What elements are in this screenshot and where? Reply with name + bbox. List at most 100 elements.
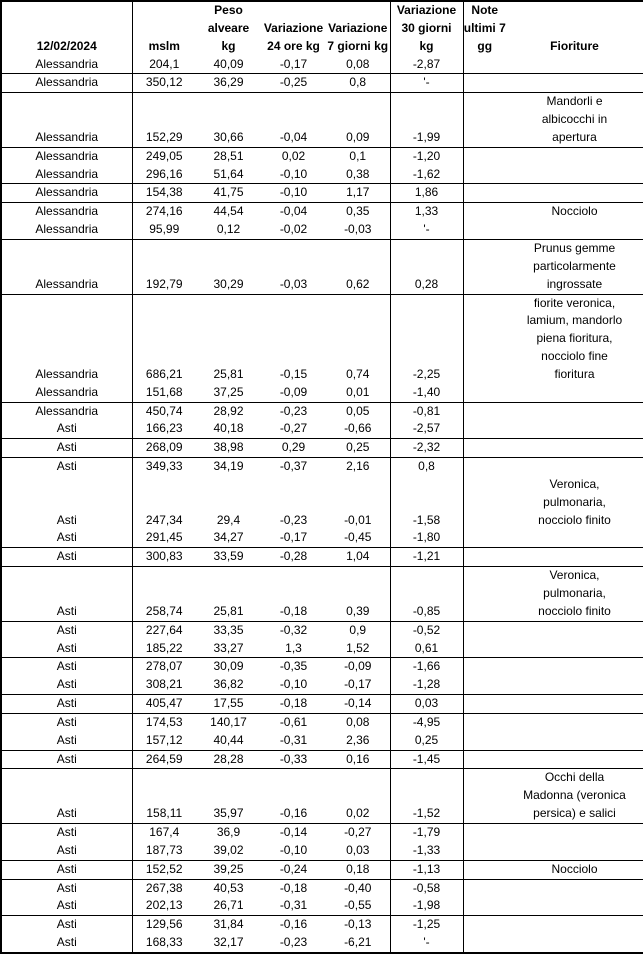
cell-variazione-30-giorni: 1,86 (390, 183, 464, 204)
table-row: Asti 187,73 39,02 -0,10 0,03 -1,33 (1, 841, 643, 861)
cell-location: Asti (1, 694, 133, 714)
table-row: Asti 168,33 32,17 -0,23 -6,21 '- (1, 934, 643, 953)
cell-note-ultimi-7-gg (463, 183, 506, 204)
table-row: Alessandria 296,16 51,64 -0,10 0,38 -1,62 (1, 165, 643, 185)
cell-location: Alessandria (1, 294, 133, 384)
cell-variazione-30-giorni: -0,81 (390, 402, 464, 421)
cell-variazione-7-giorni: -6,21 (326, 934, 391, 953)
cell-peso-alveare: 28,92 (213, 403, 244, 418)
cell-note-ultimi-7-gg (463, 547, 506, 568)
cell-location: Asti (1, 860, 133, 880)
cell-mslm: 350,12 (132, 73, 196, 94)
cell-variazione-7-giorni: 0,18 (326, 860, 391, 880)
cell-peso-alveare: 40,53 (213, 880, 244, 895)
cell-variazione-24-ore: -0,10 (261, 841, 326, 861)
cell-fioriture (506, 383, 643, 403)
cell-mslm: 405,47 (132, 694, 196, 714)
cell-variazione-30-giorni: '- (390, 73, 464, 94)
cell-variazione-30-giorni: -1,52 (390, 768, 464, 824)
cell-variazione-24-ore: -0,15 (279, 366, 308, 381)
cell-variazione-24-ore: -0,04 (261, 92, 326, 148)
cell-mslm: 152,52 (132, 860, 196, 880)
table-row: Alessandria 274,16 44,54 -0,04 0,35 1,33 Nocci… (1, 202, 643, 222)
cell-mslm: 202,13 (132, 897, 196, 917)
cell-variazione-7-giorni: -0,14 (326, 694, 391, 714)
cell-note-ultimi-7-gg (463, 566, 506, 622)
table-body: Alessandria 204,1 40,09 -0,17 0,08 -2,87 Aless… (1, 55, 643, 953)
cell-location: Asti (1, 547, 133, 568)
table-row: Alessandria 686,21 25,81 -0,15 0,74 -2,25 fior… (1, 294, 643, 384)
cell-note-ultimi-7-gg (463, 402, 506, 420)
cell-note-ultimi-7-gg (463, 165, 506, 185)
cell-fioriture (506, 438, 643, 459)
cell-peso-alveare: 40,18 (196, 420, 261, 440)
table-row: Asti 152,52 39,25 -0,24 0,18 -1,13 Nocciolo (1, 860, 643, 880)
cell-note-ultimi-7-gg (463, 621, 506, 639)
cell-location: Alessandria (1, 165, 133, 185)
cell-variazione-7-giorni: 0,08 (326, 55, 391, 75)
cell-note-ultimi-7-gg (463, 203, 506, 221)
table-row: Alessandria 450,74 28,92 -0,23 0,05 -0,81 (1, 402, 643, 421)
cell-variazione-24-ore: -0,17 (261, 529, 326, 549)
cell-variazione-24-ore: -0,16 (261, 768, 326, 824)
cell-variazione-30-giorni: -0,85 (390, 566, 464, 622)
cell-variazione-24-ore: -0,18 (279, 880, 308, 895)
cell-peso-alveare: 28,28 (196, 750, 261, 770)
cell-variazione-24-ore: -0,16 (279, 917, 308, 932)
cell-location: Alessandria (1, 221, 133, 240)
cell-mslm: 167,4 (149, 824, 180, 839)
cell-mslm: 187,73 (132, 841, 196, 861)
table-row: Asti 157,12 40,44 -0,31 2,36 0,25 (1, 731, 643, 751)
cell-peso-alveare: 30,66 (196, 92, 261, 148)
cell-mslm: 95,99 (132, 221, 196, 240)
cell-note-ultimi-7-gg (463, 438, 506, 459)
cell-variazione-30-giorni: 0,8 (390, 457, 464, 476)
cell-location: Alessandria (1, 202, 133, 222)
cell-location: Alessandria (1, 55, 133, 75)
cell-variazione-7-giorni: 0,03 (326, 841, 391, 861)
cell-variazione-24-ore: -0,35 (279, 659, 308, 674)
cell-mslm: 157,12 (132, 731, 196, 751)
cell-note-ultimi-7-gg (463, 897, 506, 917)
cell-note-ultimi-7-gg (463, 934, 506, 953)
cell-note-ultimi-7-gg (463, 55, 506, 75)
cell-fioriture: Nocciolo (506, 860, 643, 880)
cell-note-ultimi-7-gg (463, 879, 506, 897)
cell-variazione-7-giorni: -0,03 (326, 221, 391, 240)
cell-fioriture (506, 841, 643, 861)
header-peso-alveare: Peso alveare kg (207, 3, 250, 53)
cell-peso-alveare: 36,9 (216, 824, 241, 839)
cell-variazione-30-giorni: -1,58 (390, 475, 464, 530)
cell-peso-alveare: 33,35 (213, 622, 244, 637)
cell-variazione-24-ore: -0,32 (279, 622, 308, 637)
cell-variazione-7-giorni: -0,45 (326, 529, 391, 549)
table-row: Asti 227,64 33,35 -0,32 0,9 -0,52 (1, 621, 643, 640)
cell-variazione-7-giorni: -0,01 (326, 475, 391, 530)
cell-peso-alveare: 39,02 (196, 841, 261, 861)
table-row: Asti 308,21 36,82 -0,10 -0,17 -1,28 (1, 676, 643, 696)
cell-peso-alveare: 41,75 (196, 183, 261, 204)
cell-variazione-24-ore: -0,61 (279, 714, 308, 729)
cell-peso-alveare: 140,17 (210, 714, 247, 729)
cell-note-ultimi-7-gg (463, 841, 506, 861)
cell-location: Asti (1, 731, 133, 751)
cell-variazione-7-giorni: 0,9 (326, 621, 391, 640)
cell-variazione-24-ore: -0,23 (279, 512, 308, 527)
table-row: Asti 268,09 38,98 0,29 0,25 -2,32 (1, 438, 643, 459)
cell-peso-alveare: 17,55 (196, 694, 261, 714)
cell-fioriture (506, 750, 643, 770)
cell-location: Alessandria (1, 92, 133, 148)
cell-mslm: 227,64 (145, 622, 183, 637)
cell-fioriture (506, 402, 643, 420)
cell-location: Asti (1, 897, 133, 917)
cell-variazione-7-giorni: 2,36 (326, 731, 391, 751)
cell-location: Alessandria (1, 147, 133, 166)
cell-note-ultimi-7-gg (463, 713, 506, 731)
cell-note-ultimi-7-gg (463, 731, 506, 751)
cell-variazione-30-giorni: 0,25 (390, 731, 464, 751)
header-report-date: 12/02/2024 (1, 1, 133, 56)
cell-fioriture: Mandorli e albicocchi in apertura (506, 92, 643, 148)
cell-variazione-24-ore: -0,18 (261, 566, 326, 622)
cell-variazione-30-giorni: -1,13 (390, 860, 464, 880)
cell-note-ultimi-7-gg (463, 694, 506, 714)
